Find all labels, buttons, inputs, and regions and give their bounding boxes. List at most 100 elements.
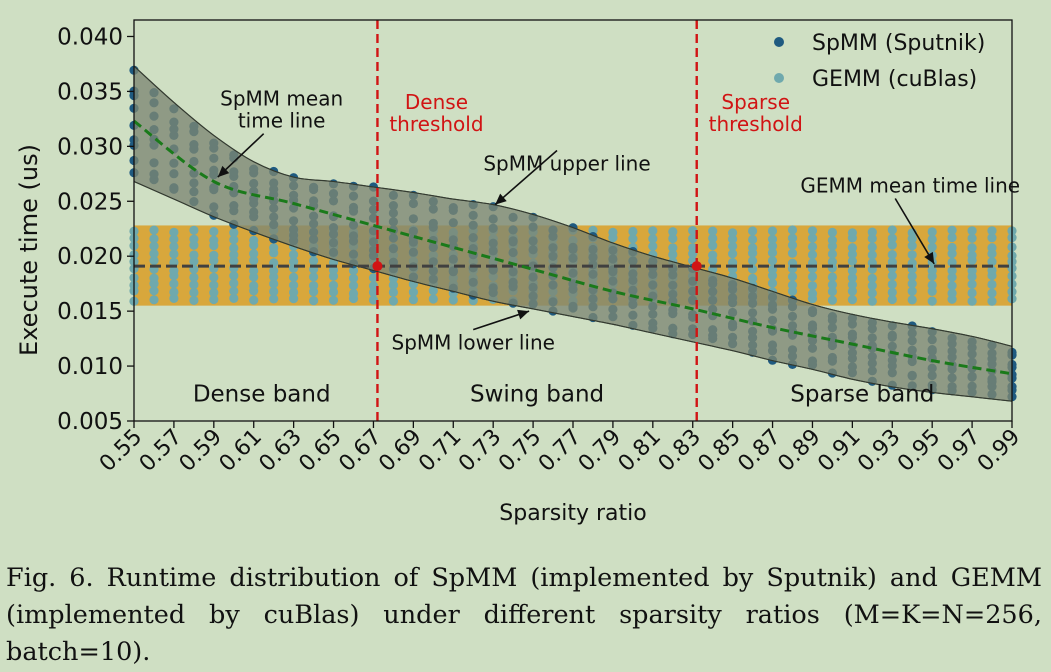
gemm-point (328, 265, 339, 275)
figure-caption: Fig. 6. Runtime distribution of SpMM (im… (6, 563, 1042, 667)
y-tick-label: 0.010 (57, 354, 123, 380)
threshold-marker (372, 261, 383, 272)
gemm-point (309, 296, 319, 306)
gemm-point (668, 227, 678, 237)
gemm-point (708, 241, 718, 251)
gemm-point (728, 249, 738, 259)
gemm-point (289, 272, 299, 282)
gemm-point (648, 226, 658, 236)
x-tick-label: 0.79 (574, 425, 626, 477)
gemm-point (887, 225, 897, 235)
gemm-point (947, 272, 957, 282)
gemm-point (209, 227, 219, 237)
gemm-point (987, 257, 997, 267)
gemm-point (807, 289, 818, 299)
legend-marker (774, 73, 784, 83)
gemm-point (987, 243, 997, 253)
x-tick-label: 0.73 (454, 425, 506, 477)
gemm-point (169, 287, 179, 297)
gemm-point (967, 288, 977, 298)
gemm-point (867, 242, 877, 252)
gemm-point (209, 250, 219, 260)
gemm-point (688, 226, 698, 236)
y-tick-label: 0.005 (57, 409, 123, 435)
gemm-point (847, 256, 858, 266)
gemm-point (149, 273, 159, 283)
gemm-point (408, 295, 418, 305)
gemm-point (787, 240, 798, 250)
gemm-point (927, 280, 937, 290)
gemm-point (169, 241, 179, 252)
gemm-point (947, 288, 957, 298)
gemm-point (229, 271, 239, 281)
y-tick-label: 0.035 (57, 79, 123, 105)
gemm-point (309, 256, 319, 266)
gemm-point (767, 234, 778, 244)
gemm-point (269, 294, 279, 304)
spmm-mean-line (133, 119, 1013, 376)
gemm-point (867, 273, 877, 283)
gemm-point (827, 286, 838, 297)
gemm-point (249, 255, 259, 266)
annotation-arrowhead (495, 193, 507, 205)
gemm-point (229, 228, 239, 238)
band-label: Swing band (470, 382, 604, 408)
gemm-point (229, 278, 239, 288)
gemm-point (169, 293, 179, 303)
gemm-point (209, 288, 219, 298)
gemm-point (867, 296, 877, 306)
gemm-point (348, 265, 359, 276)
y-tick-label: 0.030 (57, 134, 123, 160)
gemm-point (388, 287, 398, 297)
gemm-point (827, 249, 838, 259)
gemm-point (927, 266, 937, 276)
y-tick-label: 0.015 (57, 299, 123, 325)
gemm-point (309, 281, 319, 291)
gemm-point (189, 280, 199, 290)
gemm-point (169, 249, 179, 259)
gemm-point (927, 296, 937, 306)
gemm-point (648, 234, 658, 244)
annotation-arrowhead (924, 251, 935, 264)
gemm-point (807, 242, 818, 252)
gemm-point (648, 241, 658, 251)
gemm-point (328, 295, 339, 305)
x-tick-label: 0.77 (534, 425, 586, 477)
annotation-arrow (894, 198, 935, 265)
gemm-point (847, 295, 858, 305)
gemm-point (708, 233, 718, 243)
gemm-point (249, 266, 259, 276)
gemm-point (169, 227, 179, 237)
gemm-point (827, 280, 838, 290)
gemm-point (767, 278, 778, 288)
gemm-point (927, 286, 937, 296)
gemm-point (348, 288, 359, 299)
gemm-point (887, 257, 897, 267)
gemm-point (767, 256, 778, 266)
gemm-point (368, 295, 379, 305)
x-tick-label: 0.81 (614, 425, 666, 477)
gemm-point (987, 288, 997, 298)
gemm-point (907, 286, 917, 296)
x-tick-label: 0.99 (973, 425, 1025, 477)
gemm-point (748, 273, 758, 283)
gemm-point (149, 234, 159, 244)
gemm-point (249, 281, 259, 291)
gemm-point (348, 281, 359, 291)
y-axis-label: Execute time (us) (15, 144, 43, 356)
gemm-point (847, 286, 858, 296)
gemm-point (967, 296, 977, 306)
gemm-point (847, 243, 858, 253)
gemm-point (827, 227, 838, 237)
band-label: Sparse band (790, 382, 934, 408)
gemm-point (209, 294, 219, 305)
gemm-point (987, 296, 997, 306)
x-tick-label: 0.59 (175, 425, 227, 477)
gemm-point (787, 280, 798, 290)
gemm-point (209, 235, 219, 245)
gemm-point (927, 227, 937, 237)
gemm-point (688, 234, 698, 244)
x-tick-label: 0.87 (733, 425, 785, 477)
x-tick-label: 0.83 (654, 425, 706, 477)
gemm-point (209, 272, 219, 282)
